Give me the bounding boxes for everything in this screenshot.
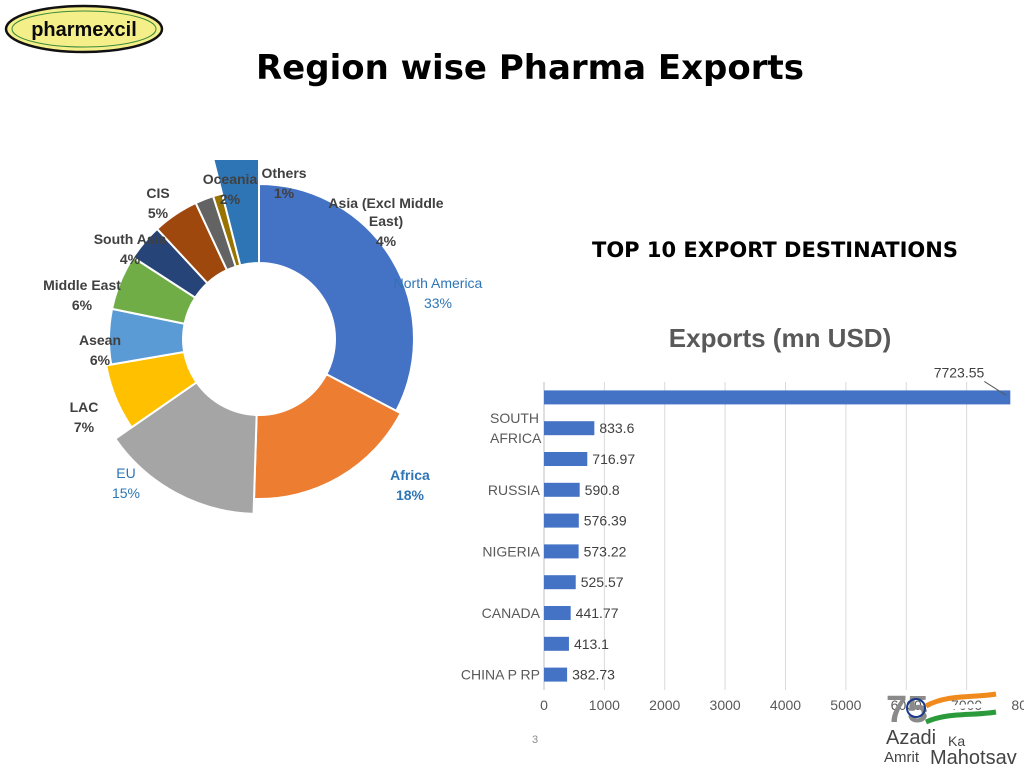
bar-blank — [544, 390, 1011, 405]
category-label: RUSSIA — [488, 482, 541, 498]
slice-label-eu: EU — [116, 465, 135, 481]
slice-north-america — [258, 182, 415, 413]
bar-blank — [544, 452, 588, 466]
slice-asia-excl-middle-east — [212, 160, 260, 267]
value-label: 7723.55 — [934, 364, 985, 380]
bar-rects — [544, 390, 1011, 682]
x-tick-label: 1000 — [589, 697, 620, 713]
slice-label-middle-east: Middle East — [43, 277, 121, 293]
bar-canada — [544, 606, 571, 620]
bar-gridlines — [543, 382, 968, 690]
slice-label-others: Others — [261, 165, 306, 181]
slice-percent-oceania: 2% — [220, 191, 241, 207]
category-label: CHINA P RP — [461, 667, 540, 683]
region-donut-chart: North America 33% Africa 18% EU 15% LAC 7% Asean… — [43, 160, 483, 515]
slice-lac — [105, 350, 198, 429]
slice-label-asean: Asean — [79, 332, 121, 348]
leader-line — [984, 380, 1007, 396]
value-label: 833.6 — [599, 420, 634, 436]
page-title: Region wise Pharma Exports — [256, 48, 804, 88]
bar-blank — [544, 513, 579, 528]
slice-label-asia-excl-middle-east: Asia (Excl Middle — [328, 195, 443, 211]
value-label: 525.57 — [581, 574, 624, 590]
category-label: AFRICA — [490, 430, 542, 446]
badge-ka: Ka — [948, 733, 965, 749]
slice-label-south-asia: South Asia — [94, 231, 167, 247]
slice-label-north-america: North America — [394, 275, 483, 291]
slice-percent-lac: 7% — [74, 419, 95, 435]
slice-percent-cis: 5% — [148, 205, 169, 221]
chakra-icon — [906, 698, 926, 718]
x-tick-label: 5000 — [830, 697, 861, 713]
value-label: 576.39 — [584, 513, 627, 529]
donut-slices — [105, 160, 415, 515]
slice-label-asia-excl-middle-east: East) — [369, 213, 403, 229]
slice-percent-north-america: 33% — [424, 295, 452, 311]
badge-amrit: Amrit — [884, 749, 920, 766]
exports-bar-chart: 0100020003000400050006000700080007723.55… — [461, 364, 1024, 713]
slice-label-africa: Africa — [390, 467, 430, 483]
category-label: SOUTH — [490, 410, 539, 426]
slice-percent-middle-east: 6% — [72, 297, 93, 313]
azadi-ka-amrit-mahotsav-badge: 75 Azadi Ka Amrit Mahotsav — [884, 689, 1017, 768]
slice-percent-eu: 15% — [112, 485, 140, 501]
value-label: 382.73 — [572, 667, 615, 683]
x-tick-label: 6000 — [891, 697, 922, 713]
x-tick-label: 8000 — [1011, 697, 1024, 713]
pharmexcil-logo: pharmexcil — [4, 4, 164, 54]
bar-blank — [544, 636, 569, 651]
logo-text: pharmexcil — [31, 19, 137, 41]
x-tick-label: 0 — [540, 697, 548, 713]
x-tick-label: 2000 — [649, 697, 680, 713]
value-label: 573.22 — [584, 543, 627, 559]
bar-nigeria — [544, 544, 579, 559]
bar-russia — [544, 482, 580, 497]
slice-percent-asia-excl-middle-east: 4% — [376, 233, 397, 249]
badge-mahotsav: Mahotsav — [930, 747, 1017, 768]
green-stripe-icon — [924, 709, 997, 725]
slice-label-oceania: Oceania — [203, 171, 258, 187]
donut-labels: North America 33% Africa 18% EU 15% LAC 7% Asean… — [43, 165, 482, 503]
category-label: NIGERIA — [482, 543, 540, 559]
badge-azadi: Azadi — [886, 727, 936, 749]
value-label: 441.77 — [576, 605, 619, 621]
value-label: 716.97 — [592, 451, 635, 467]
bar-blank — [544, 575, 576, 590]
slice-percent-africa: 18% — [396, 487, 425, 503]
x-tick-label: 4000 — [770, 697, 801, 713]
slice-percent-asean: 6% — [90, 352, 111, 368]
bar-china-p-rp — [544, 667, 568, 682]
bar-chart-title: Exports (mn USD) — [668, 323, 892, 353]
x-tick-label: 3000 — [710, 697, 741, 713]
slice-label-cis: CIS — [146, 185, 169, 201]
slice-africa — [252, 372, 403, 500]
slice-percent-others: 1% — [274, 185, 295, 201]
slice-label-lac: LAC — [70, 399, 99, 415]
slice-percent-south-asia: 4% — [120, 251, 141, 267]
category-label: CANADA — [482, 605, 541, 621]
bar-south-africa — [544, 421, 595, 436]
value-label: 413.1 — [574, 636, 609, 652]
value-label: 590.8 — [585, 482, 620, 498]
top10-heading: TOP 10 EXPORT DESTINATIONS — [592, 238, 958, 262]
saffron-stripe-icon — [924, 691, 997, 709]
page-number: 3 — [531, 734, 539, 746]
bar-labels: 0100020003000400050006000700080007723.55… — [461, 364, 1024, 713]
